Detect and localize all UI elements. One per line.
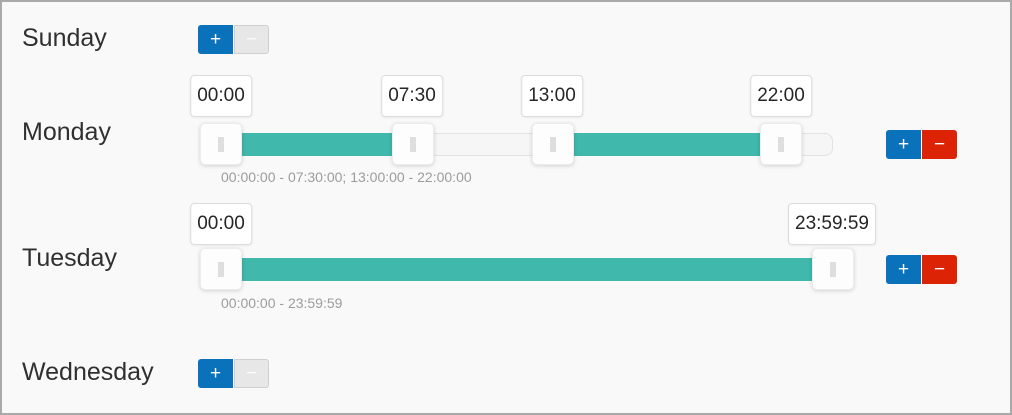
grip-icon <box>410 136 416 152</box>
monday-button-group: + − <box>886 130 957 159</box>
remove-range-button-disabled[interactable]: − <box>234 25 269 54</box>
time-tooltip: 07:30 <box>381 75 443 117</box>
time-tooltip: 00:00 <box>190 75 252 117</box>
slider-handle[interactable] <box>200 123 242 165</box>
remove-range-button[interactable]: − <box>922 130 957 159</box>
grip-icon <box>830 261 836 277</box>
slider-track[interactable] <box>200 258 834 281</box>
slider-handle[interactable] <box>812 248 854 290</box>
slider-track[interactable] <box>200 133 833 156</box>
wednesday-button-group: + − <box>198 359 269 388</box>
selected-range-segment <box>553 133 783 156</box>
tuesday-button-group: + − <box>886 255 957 284</box>
range-summary: 00:00:00 - 07:30:00; 13:00:00 - 22:00:00 <box>221 169 472 185</box>
day-label-sunday: Sunday <box>22 24 107 52</box>
remove-range-button-disabled[interactable]: − <box>234 359 269 388</box>
add-range-button[interactable]: + <box>198 25 233 54</box>
add-range-button[interactable]: + <box>886 130 921 159</box>
add-range-button[interactable]: + <box>198 359 233 388</box>
slider-handle[interactable] <box>392 123 434 165</box>
day-label-wednesday: Wednesday <box>22 358 154 386</box>
remove-range-button[interactable]: − <box>922 255 957 284</box>
day-label-monday: Monday <box>22 118 111 146</box>
range-summary: 00:00:00 - 23:59:59 <box>221 295 343 311</box>
grip-icon <box>778 136 784 152</box>
grip-icon <box>550 136 556 152</box>
slider-handle[interactable] <box>532 123 574 165</box>
day-label-tuesday: Tuesday <box>22 244 117 272</box>
selected-range-segment <box>221 133 413 156</box>
sunday-button-group: + − <box>198 25 269 54</box>
time-tooltip: 23:59:59 <box>788 203 876 245</box>
time-tooltip: 22:00 <box>750 75 812 117</box>
grip-icon <box>218 261 224 277</box>
add-range-button[interactable]: + <box>886 255 921 284</box>
selected-range-segment <box>221 258 834 281</box>
time-tooltip: 13:00 <box>521 75 583 117</box>
grip-icon <box>218 136 224 152</box>
slider-handle[interactable] <box>760 123 802 165</box>
time-tooltip: 00:00 <box>190 203 252 245</box>
slider-handle[interactable] <box>200 248 242 290</box>
